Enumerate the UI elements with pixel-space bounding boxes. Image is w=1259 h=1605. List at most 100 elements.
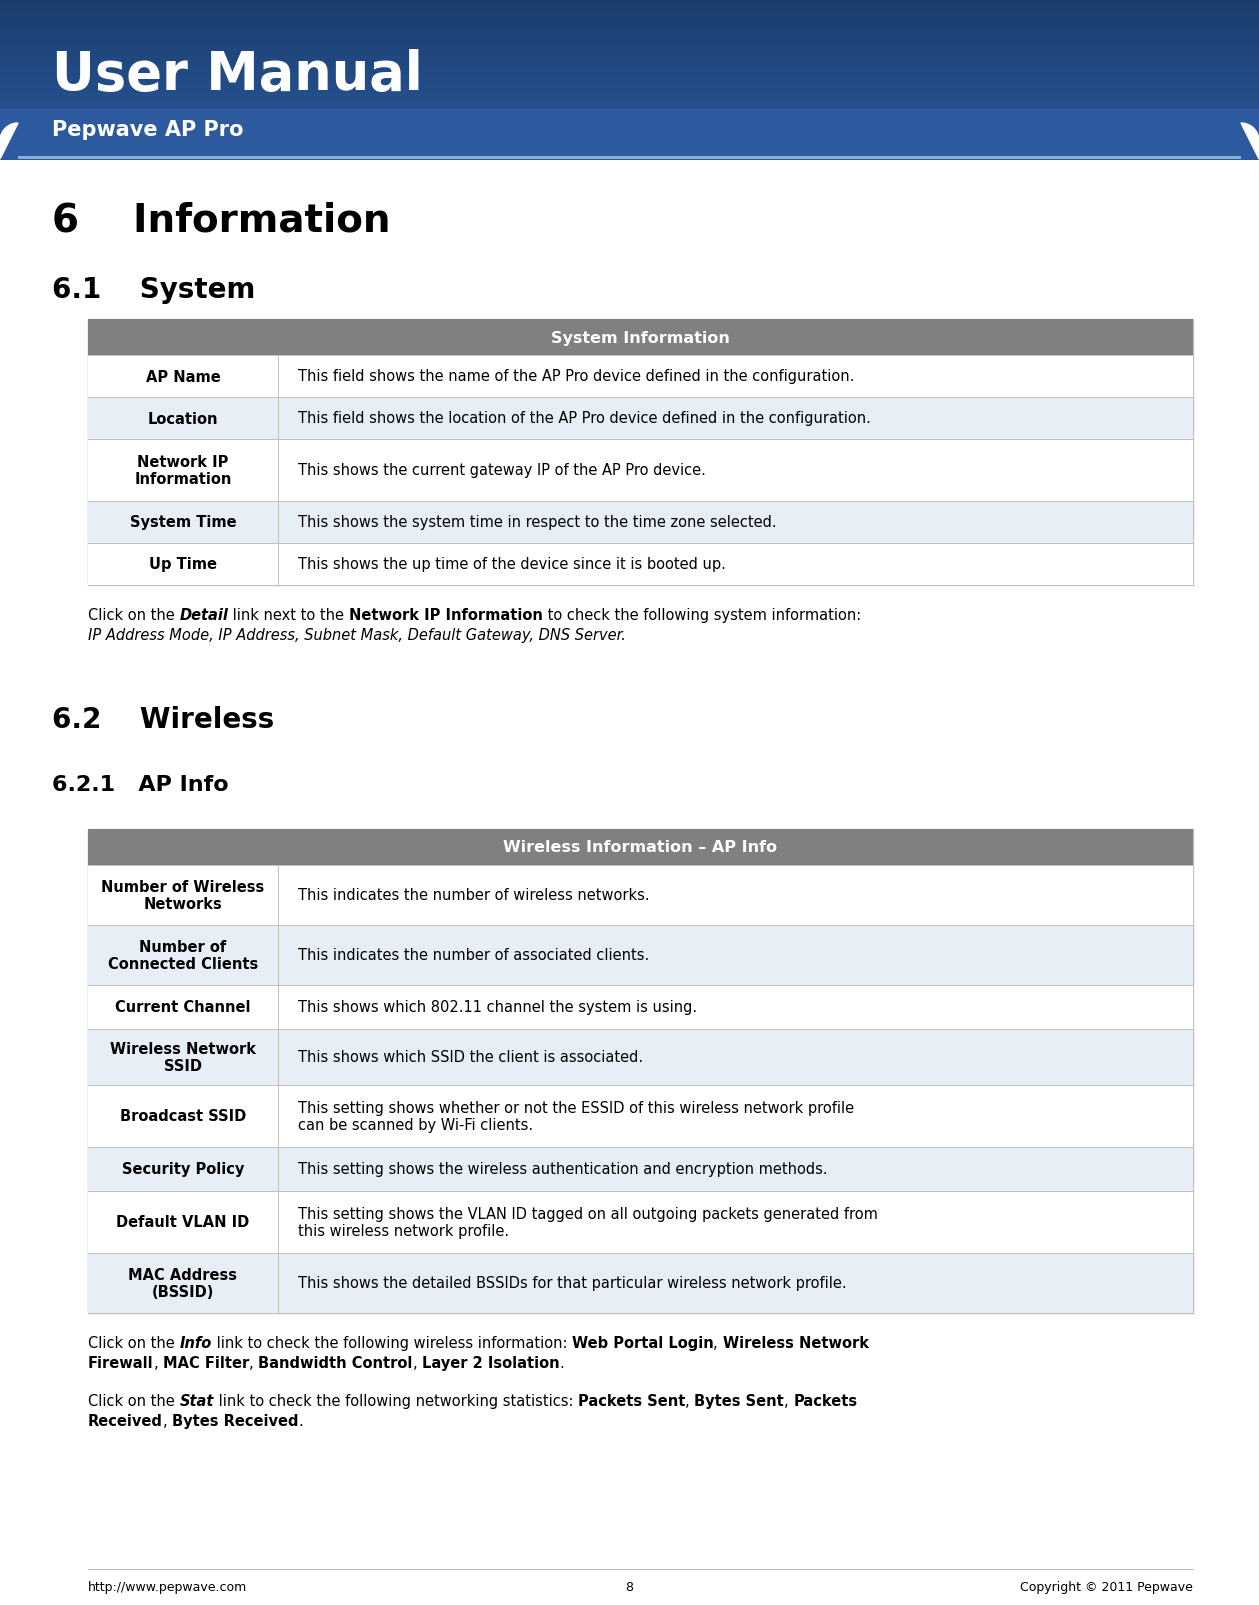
Text: Broadcast SSID: Broadcast SSID [120, 1109, 246, 1123]
Bar [0, 19, 1259, 22]
Text: This shows which 802.11 channel the system is using.: This shows which 802.11 channel the syst… [298, 1000, 697, 1014]
Bar [88, 398, 1194, 440]
Text: ,: , [413, 1355, 422, 1371]
Bar [0, 120, 1259, 124]
Bar [0, 138, 1259, 141]
Bar [0, 39, 1259, 42]
Bar [0, 124, 1259, 127]
Bar [0, 141, 1259, 144]
Bar [0, 47, 1259, 50]
Text: This shows the system time in respect to the time zone selected.: This shows the system time in respect to… [298, 515, 777, 530]
Text: Default VLAN ID: Default VLAN ID [116, 1215, 249, 1229]
Text: 8: 8 [624, 1581, 633, 1594]
Bar [0, 83, 1259, 87]
Text: Layer 2 Isolation: Layer 2 Isolation [422, 1355, 559, 1371]
Bar [0, 122, 1259, 125]
Bar [0, 156, 1259, 159]
Bar [0, 67, 1259, 71]
Bar [88, 926, 1194, 985]
Bar [88, 356, 1194, 398]
Text: Info: Info [179, 1335, 212, 1350]
Text: User Manual: User Manual [52, 50, 423, 101]
Bar [0, 59, 1259, 63]
Bar [88, 830, 1194, 865]
Text: This shows the up time of the device since it is booted up.: This shows the up time of the device sin… [298, 557, 726, 571]
Bar [0, 133, 1259, 136]
Bar [0, 128, 1259, 132]
Text: Wireless Information – AP Info: Wireless Information – AP Info [504, 839, 778, 855]
Bar [0, 22, 1259, 26]
Bar [88, 544, 1194, 586]
Bar [0, 132, 1259, 135]
Text: MAC Address
(BSSID): MAC Address (BSSID) [128, 1266, 238, 1300]
Bar [0, 74, 1259, 77]
Text: Packets: Packets [793, 1393, 857, 1408]
Bar [0, 72, 1259, 75]
Text: Network IP Information: Network IP Information [349, 608, 543, 623]
Text: This shows the detailed BSSIDs for that particular wireless network profile.: This shows the detailed BSSIDs for that … [298, 1276, 846, 1290]
Text: 6.1    System: 6.1 System [52, 276, 256, 303]
Bar [88, 319, 1194, 586]
Text: IP Address Mode, IP Address, Subnet Mask, Default Gateway, DNS Server.: IP Address Mode, IP Address, Subnet Mask… [88, 628, 626, 642]
Bar [0, 140, 1259, 143]
Text: Copyright © 2011 Pepwave: Copyright © 2011 Pepwave [1020, 1581, 1194, 1594]
Bar [18, 157, 1241, 160]
Bar [0, 148, 1259, 151]
Bar [0, 30, 1259, 34]
Text: System Information: System Information [551, 331, 730, 345]
Text: Security Policy: Security Policy [122, 1162, 244, 1176]
Bar [0, 34, 1259, 37]
Bar [0, 24, 1259, 27]
Bar [0, 152, 1259, 156]
Text: link to check the following wireless information:: link to check the following wireless inf… [212, 1335, 572, 1350]
Bar [0, 50, 1259, 53]
Bar [88, 1085, 1194, 1148]
Text: Pepwave AP Pro: Pepwave AP Pro [52, 120, 243, 140]
Bar [0, 125, 1259, 128]
Polygon shape [1241, 124, 1259, 160]
Bar [0, 48, 1259, 51]
Text: to check the following system information:: to check the following system informatio… [543, 608, 861, 623]
Bar [88, 830, 1194, 1313]
Text: MAC Filter: MAC Filter [162, 1355, 249, 1371]
Bar [0, 63, 1259, 64]
Text: System Time: System Time [130, 515, 237, 530]
Text: .: . [298, 1412, 303, 1428]
Bar [0, 106, 1259, 109]
Text: Stat: Stat [179, 1393, 214, 1408]
Bar [0, 14, 1259, 18]
Text: .: . [559, 1355, 564, 1371]
Bar [0, 55, 1259, 56]
Bar [0, 109, 1259, 112]
Bar [88, 1148, 1194, 1191]
Bar [0, 117, 1259, 120]
Bar [88, 865, 1194, 926]
Bar [0, 98, 1259, 101]
Text: This setting shows the wireless authentication and encryption methods.: This setting shows the wireless authenti… [298, 1162, 827, 1176]
Bar [0, 144, 1259, 148]
Bar [0, 146, 1259, 149]
Text: Network IP
Information: Network IP Information [135, 454, 232, 486]
Text: Bandwidth Control: Bandwidth Control [258, 1355, 413, 1371]
Bar [0, 108, 1259, 111]
Text: Bytes Received: Bytes Received [172, 1412, 298, 1428]
Bar [0, 116, 1259, 119]
Text: This shows the current gateway IP of the AP Pro device.: This shows the current gateway IP of the… [298, 464, 706, 478]
Bar [0, 58, 1259, 61]
Text: AP Name: AP Name [146, 369, 220, 384]
Bar [0, 109, 1259, 160]
Bar [0, 88, 1259, 91]
Text: ,: , [714, 1335, 723, 1350]
Text: 6.2.1   AP Info: 6.2.1 AP Info [52, 775, 229, 794]
Text: This setting shows whether or not the ESSID of this wireless network profile
can: This setting shows whether or not the ES… [298, 1099, 854, 1133]
Bar [88, 985, 1194, 1029]
Text: ,: , [154, 1355, 162, 1371]
Bar [0, 40, 1259, 43]
Text: This indicates the number of wireless networks.: This indicates the number of wireless ne… [298, 888, 650, 904]
Bar [0, 43, 1259, 47]
Bar [0, 96, 1259, 100]
Bar [0, 82, 1259, 85]
Text: ,: , [162, 1412, 172, 1428]
Bar [0, 2, 1259, 5]
Text: Click on the: Click on the [88, 1393, 179, 1408]
